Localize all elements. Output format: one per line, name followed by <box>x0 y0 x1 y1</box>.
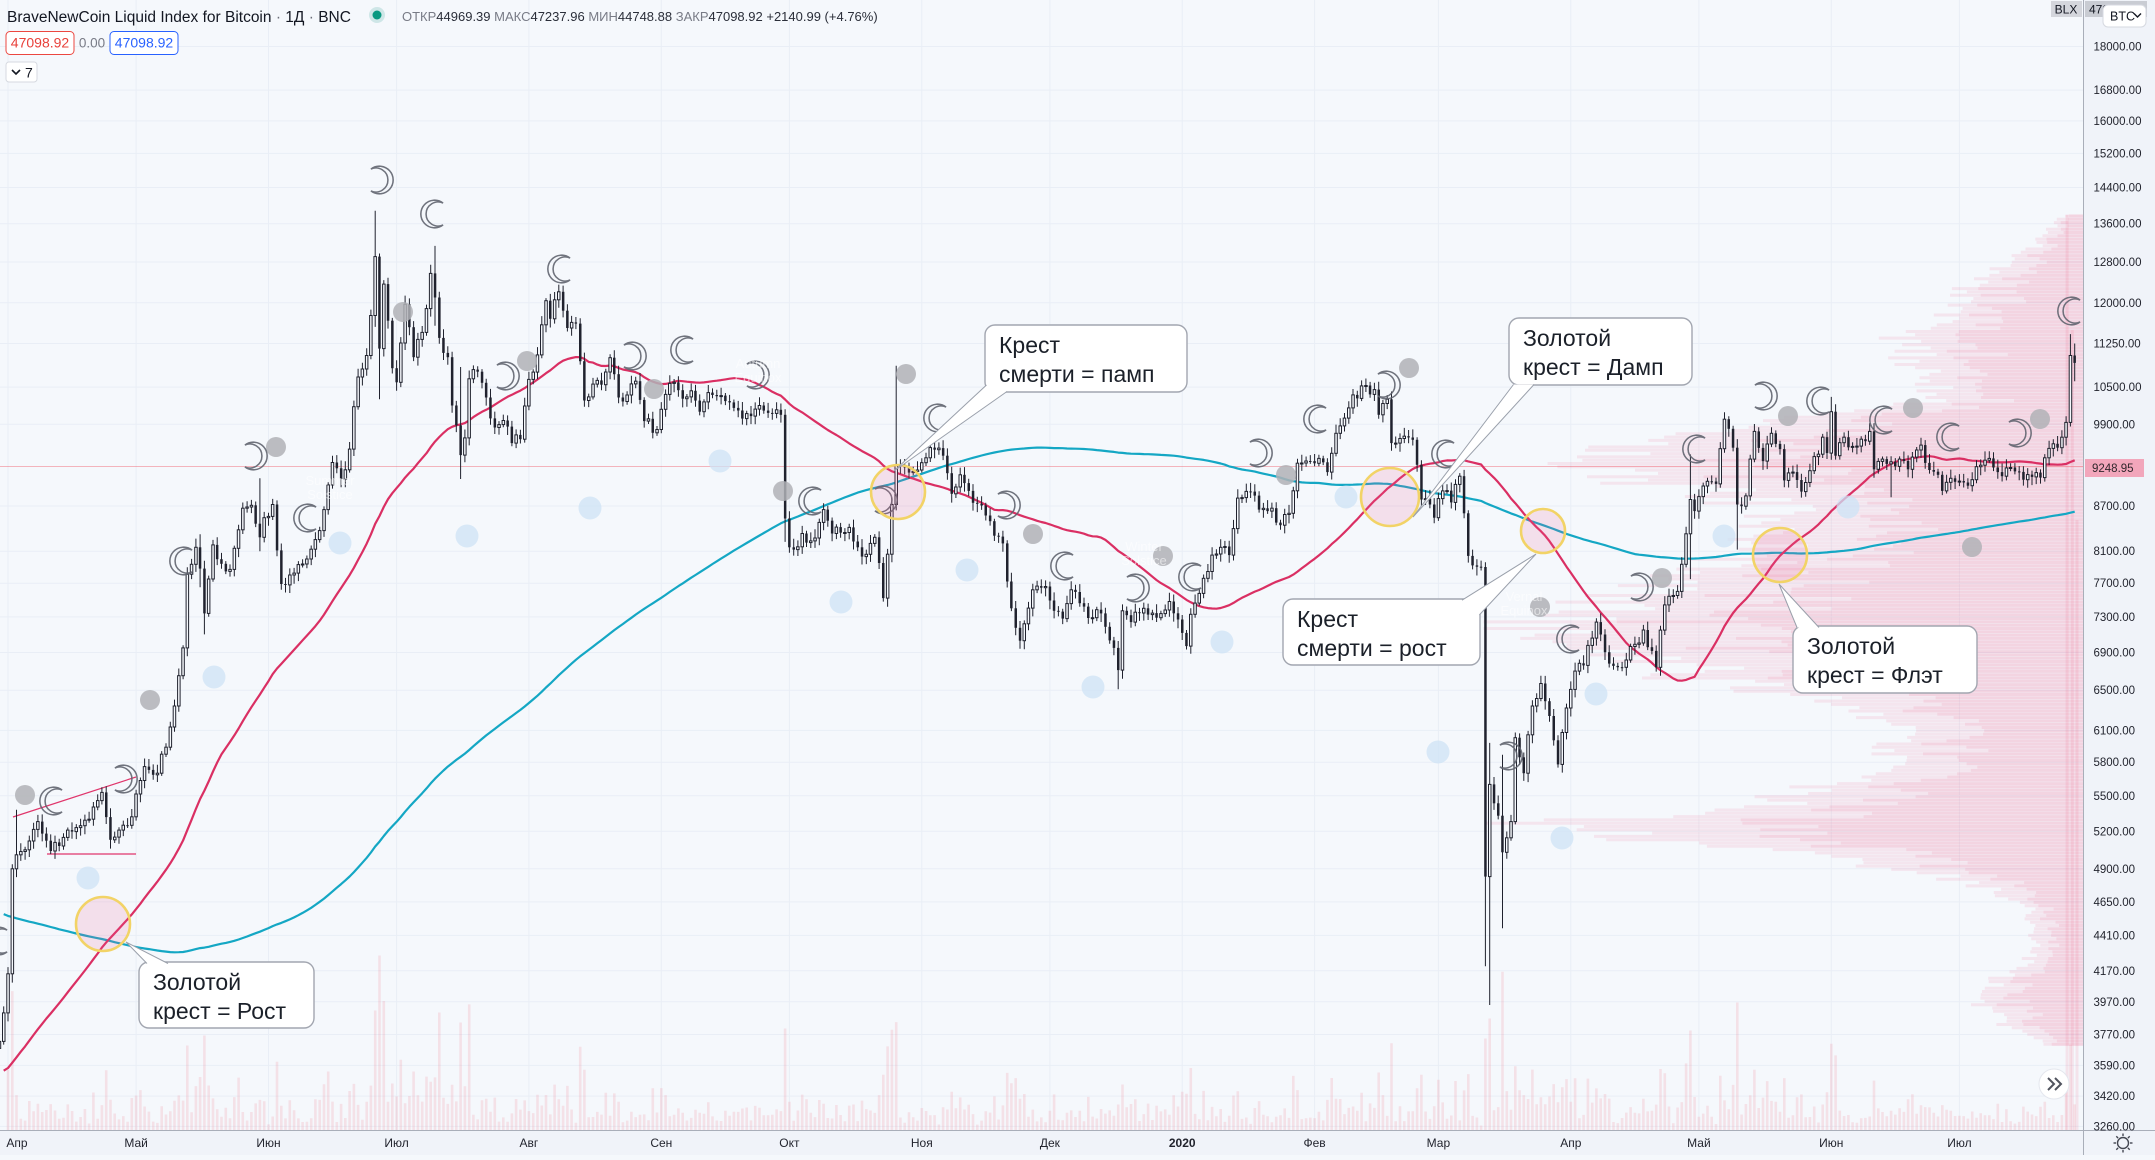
svg-text:2020: 2020 <box>1169 1136 1196 1150</box>
svg-text:Vernal: Vernal <box>1506 589 1543 604</box>
svg-text:Май: Май <box>124 1136 148 1150</box>
svg-text:5500.00: 5500.00 <box>2094 791 2136 803</box>
svg-text:Winter: Winter <box>1125 539 1163 554</box>
svg-text:Июн: Июн <box>256 1136 280 1150</box>
svg-text:12800.00: 12800.00 <box>2094 257 2142 269</box>
svg-text:8100.00: 8100.00 <box>2094 546 2136 558</box>
svg-text:6900.00: 6900.00 <box>2094 648 2136 660</box>
svg-text:Крест: Крест <box>1297 606 1358 632</box>
svg-text:Solstice: Solstice <box>307 487 353 502</box>
svg-text:9900.00: 9900.00 <box>2094 419 2136 431</box>
svg-text:4650.00: 4650.00 <box>2094 897 2136 909</box>
svg-text:15200.00: 15200.00 <box>2094 148 2142 160</box>
svg-text:16800.00: 16800.00 <box>2094 85 2142 97</box>
svg-text:3590.00: 3590.00 <box>2094 1060 2136 1072</box>
svg-text:5200.00: 5200.00 <box>2094 826 2136 838</box>
svg-text:Дек: Дек <box>1040 1136 1061 1150</box>
svg-text:BLX: BLX <box>2055 3 2078 17</box>
svg-text:Авг: Авг <box>520 1136 539 1150</box>
svg-text:3770.00: 3770.00 <box>2094 1030 2136 1042</box>
svg-text:Solstice: Solstice <box>1121 553 1167 568</box>
svg-text:Май: Май <box>1687 1136 1711 1150</box>
svg-text:Summer: Summer <box>305 473 355 488</box>
svg-text:47098.92: 47098.92 <box>115 35 174 51</box>
svg-text:14400.00: 14400.00 <box>2094 183 2142 195</box>
svg-text:6500.00: 6500.00 <box>2094 685 2136 697</box>
svg-text:крест = Рост: крест = Рост <box>153 998 287 1024</box>
svg-text:3260.00: 3260.00 <box>2094 1121 2136 1133</box>
svg-text:Сен: Сен <box>650 1136 672 1150</box>
svg-text:4410.00: 4410.00 <box>2094 930 2136 942</box>
svg-text:16000.00: 16000.00 <box>2094 116 2142 128</box>
svg-text:0.00: 0.00 <box>79 36 105 51</box>
svg-text:18000.00: 18000.00 <box>2094 42 2142 54</box>
svg-text:11250.00: 11250.00 <box>2094 339 2141 351</box>
svg-text:Крест: Крест <box>999 332 1060 358</box>
svg-text:13600.00: 13600.00 <box>2094 219 2142 231</box>
svg-text:10500.00: 10500.00 <box>2094 382 2142 394</box>
svg-text:Июл: Июл <box>384 1136 408 1150</box>
svg-text:47098.92: 47098.92 <box>11 35 70 51</box>
svg-text:Золотой: Золотой <box>153 969 241 995</box>
svg-text:12000.00: 12000.00 <box>2094 298 2142 310</box>
svg-text:Equinox: Equinox <box>735 370 782 385</box>
svg-text:BTC: BTC <box>2110 10 2135 24</box>
svg-text:Окт: Окт <box>779 1136 800 1150</box>
svg-text:ОТКР44969.39 МАКС47237.96 МИН4: ОТКР44969.39 МАКС47237.96 МИН44748.88 ЗА… <box>402 9 878 24</box>
svg-text:8700.00: 8700.00 <box>2094 501 2136 513</box>
svg-text:7700.00: 7700.00 <box>2094 578 2136 590</box>
svg-text:7300.00: 7300.00 <box>2094 612 2136 624</box>
svg-text:BraveNewCoin Liquid Index for: BraveNewCoin Liquid Index for Bitcoin · … <box>7 9 351 26</box>
svg-text:крест = Флэт: крест = Флэт <box>1807 662 1943 688</box>
svg-text:Золотой: Золотой <box>1807 633 1895 659</box>
svg-text:7: 7 <box>25 65 33 81</box>
svg-text:смерти = рост: смерти = рост <box>1297 635 1447 661</box>
svg-text:Ноя: Ноя <box>911 1136 933 1150</box>
svg-text:Мар: Мар <box>1427 1136 1451 1150</box>
svg-text:Июн: Июн <box>1819 1136 1843 1150</box>
svg-text:Equinox: Equinox <box>1501 603 1548 618</box>
svg-text:9248.95: 9248.95 <box>2092 463 2134 475</box>
svg-text:Апр: Апр <box>6 1136 28 1150</box>
svg-text:4900.00: 4900.00 <box>2094 864 2136 876</box>
svg-text:Фев: Фев <box>1304 1136 1326 1150</box>
svg-text:крест = Дамп: крест = Дамп <box>1523 354 1664 380</box>
svg-text:Апр: Апр <box>1560 1136 1582 1150</box>
svg-text:Июл: Июл <box>1947 1136 1971 1150</box>
svg-text:6100.00: 6100.00 <box>2094 725 2136 737</box>
svg-text:Золотой: Золотой <box>1523 325 1611 351</box>
svg-text:3420.00: 3420.00 <box>2094 1091 2136 1103</box>
svg-text:4170.00: 4170.00 <box>2094 966 2136 978</box>
svg-text:5800.00: 5800.00 <box>2094 757 2136 769</box>
svg-text:смерти = памп: смерти = памп <box>999 361 1155 387</box>
svg-text:Autumn: Autumn <box>736 356 781 371</box>
svg-text:3970.00: 3970.00 <box>2094 997 2136 1009</box>
